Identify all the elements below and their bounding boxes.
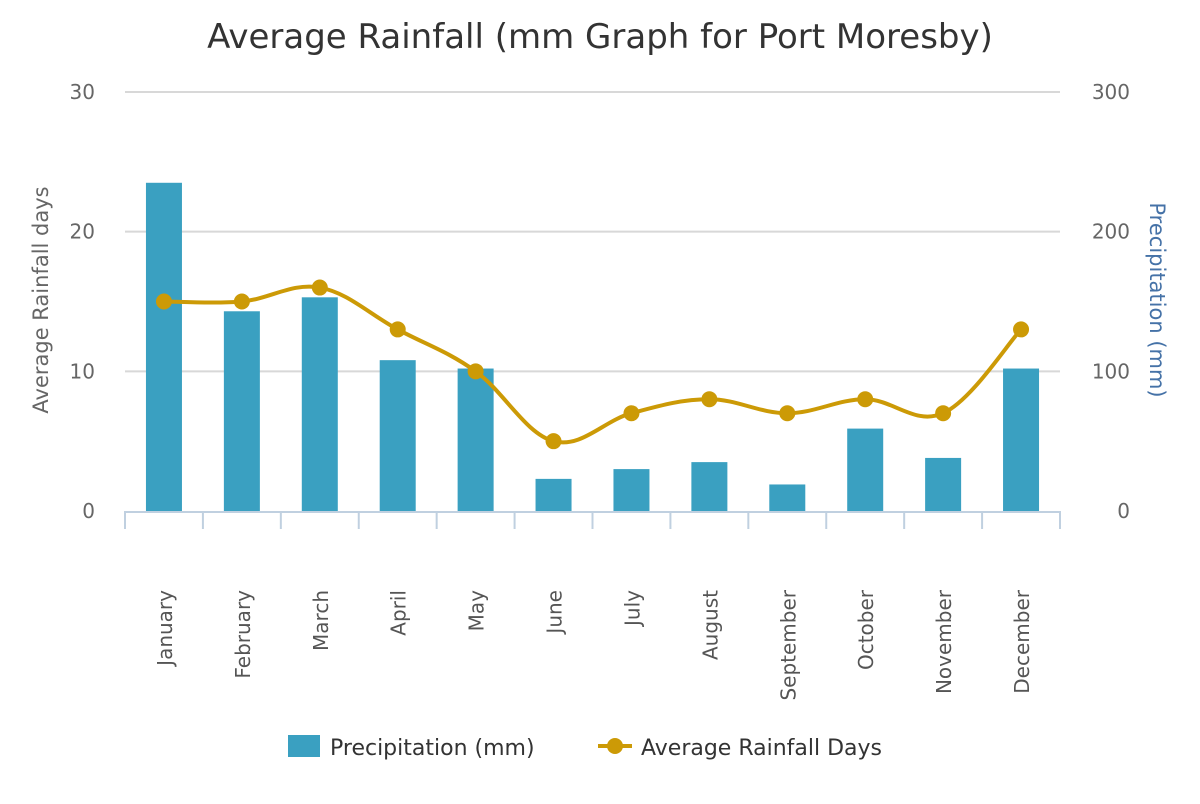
left-tick-label: 0 [82, 499, 95, 523]
point-october [857, 391, 874, 408]
point-july [623, 405, 640, 422]
bar-june [535, 478, 572, 511]
chart-title: Average Rainfall (mm Graph for Port More… [207, 17, 993, 57]
point-march [311, 279, 328, 296]
point-december [1013, 321, 1030, 338]
gridlines [125, 91, 1060, 373]
point-september [779, 405, 796, 422]
x-tick-label: January [153, 590, 177, 668]
right-tick-label: 200 [1092, 220, 1130, 244]
right-tick-label: 300 [1092, 80, 1130, 104]
x-tick-label: March [309, 590, 333, 651]
right-axis-label: Precipitation (mm) [1145, 202, 1169, 397]
bar-november [925, 457, 962, 511]
point-january [155, 293, 172, 310]
bar-october [847, 428, 884, 511]
x-tick-label: February [231, 590, 255, 679]
point-february [233, 293, 250, 310]
legend-marker-swatch [607, 738, 623, 754]
x-tick-label: June [543, 590, 567, 636]
legend-label-rainfall-days: Average Rainfall Days [641, 736, 882, 761]
bar-february [223, 311, 260, 511]
bar-march [301, 297, 338, 511]
bar-august [691, 462, 728, 511]
bar-september [769, 484, 806, 511]
legend-item-rainfall-days[interactable]: Average Rainfall Days [598, 736, 882, 761]
x-tick-label: December [1010, 589, 1034, 693]
bars [145, 182, 1040, 512]
x-tick-label: April [387, 590, 411, 636]
point-november [935, 405, 952, 422]
right-tick-label: 0 [1117, 499, 1130, 523]
left-tick-label: 10 [70, 359, 95, 383]
x-tick-label: May [465, 590, 489, 632]
legend: Precipitation (mm) Average Rainfall Days [288, 735, 882, 761]
x-tick-label: November [932, 589, 956, 694]
left-tick-label: 20 [70, 220, 95, 244]
bar-december [1003, 368, 1040, 511]
right-tick-label: 100 [1092, 359, 1130, 383]
x-tick-label: September [776, 589, 800, 700]
point-april [389, 321, 406, 338]
bar-april [379, 360, 416, 511]
legend-item-precipitation[interactable]: Precipitation (mm) [288, 735, 535, 761]
legend-bar-swatch [288, 735, 320, 757]
x-tick-label: October [854, 589, 878, 670]
left-axis-label: Average Rainfall days [29, 186, 53, 413]
bar-january [145, 182, 182, 512]
bar-may [457, 368, 494, 511]
x-tick-label: July [620, 590, 644, 628]
rainfall-days-line [163, 284, 1023, 445]
line-series [155, 279, 1030, 450]
point-may [467, 363, 484, 380]
bar-july [613, 469, 650, 511]
x-tick-label: August [698, 590, 722, 660]
point-june [545, 433, 562, 450]
point-august [701, 391, 718, 408]
legend-label-precipitation: Precipitation (mm) [330, 736, 535, 761]
left-tick-label: 30 [70, 80, 95, 104]
